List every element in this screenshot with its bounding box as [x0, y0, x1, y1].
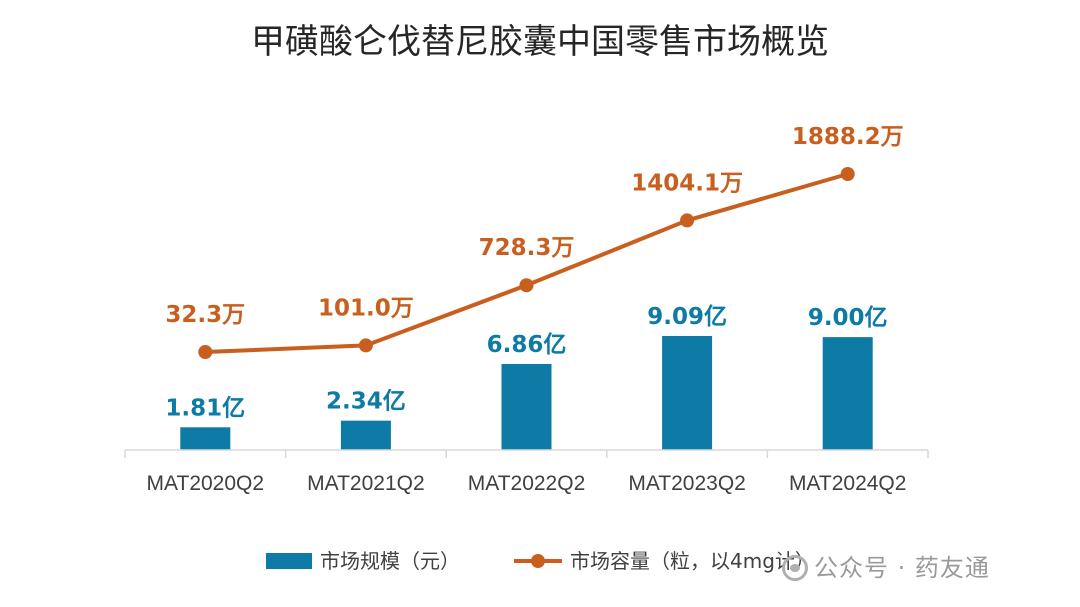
x-tick-label: MAT2024Q2 — [789, 472, 907, 495]
wechat-icon — [782, 555, 808, 581]
x-tick-label: MAT2023Q2 — [628, 472, 746, 495]
bar-value-label: 6.86亿 — [487, 332, 567, 358]
legend-bar-swatch — [266, 553, 312, 569]
x-tick-label: MAT2022Q2 — [468, 472, 586, 495]
x-tick-label: MAT2020Q2 — [147, 472, 265, 495]
legend-line-marker — [531, 554, 545, 568]
bar-MAT2024Q2 — [822, 337, 873, 450]
legend-bar-label: 市场规模（元） — [320, 549, 460, 573]
bar-MAT2021Q2 — [340, 420, 391, 450]
line-point-MAT2022Q2 — [519, 278, 534, 293]
bar-value-label: 2.34亿 — [326, 389, 406, 415]
bar-value-label: 1.81亿 — [165, 395, 245, 421]
line-value-label: 1404.1万 — [631, 170, 743, 196]
bar-MAT2022Q2 — [501, 363, 552, 450]
line-value-label: 1888.2万 — [792, 124, 904, 150]
watermark-text: 公众号 · 药友通 — [814, 554, 990, 582]
bar-MAT2020Q2 — [180, 427, 231, 450]
line-value-label: 32.3万 — [165, 302, 245, 328]
bar-value-label: 9.09亿 — [647, 304, 727, 330]
legend-line-label: 市场容量（粒，以4mg计） — [570, 549, 815, 573]
line-point-MAT2021Q2 — [358, 338, 373, 353]
line-value-label: 728.3万 — [479, 235, 575, 261]
watermark: 公众号 · 药友通 — [782, 548, 990, 583]
chart-title: 甲磺酸仑伐替尼胶囊中国零售市场概览 — [251, 22, 829, 62]
x-tick-label: MAT2021Q2 — [307, 472, 425, 495]
bar-value-label: 9.00亿 — [808, 305, 888, 331]
line-point-MAT2020Q2 — [198, 345, 213, 359]
line-value-label: 101.0万 — [318, 295, 414, 321]
line-series-market-volume — [205, 172, 849, 354]
line-point-MAT2023Q2 — [680, 213, 695, 228]
line-point-MAT2024Q2 — [840, 167, 855, 181]
bar-MAT2023Q2 — [662, 336, 713, 450]
